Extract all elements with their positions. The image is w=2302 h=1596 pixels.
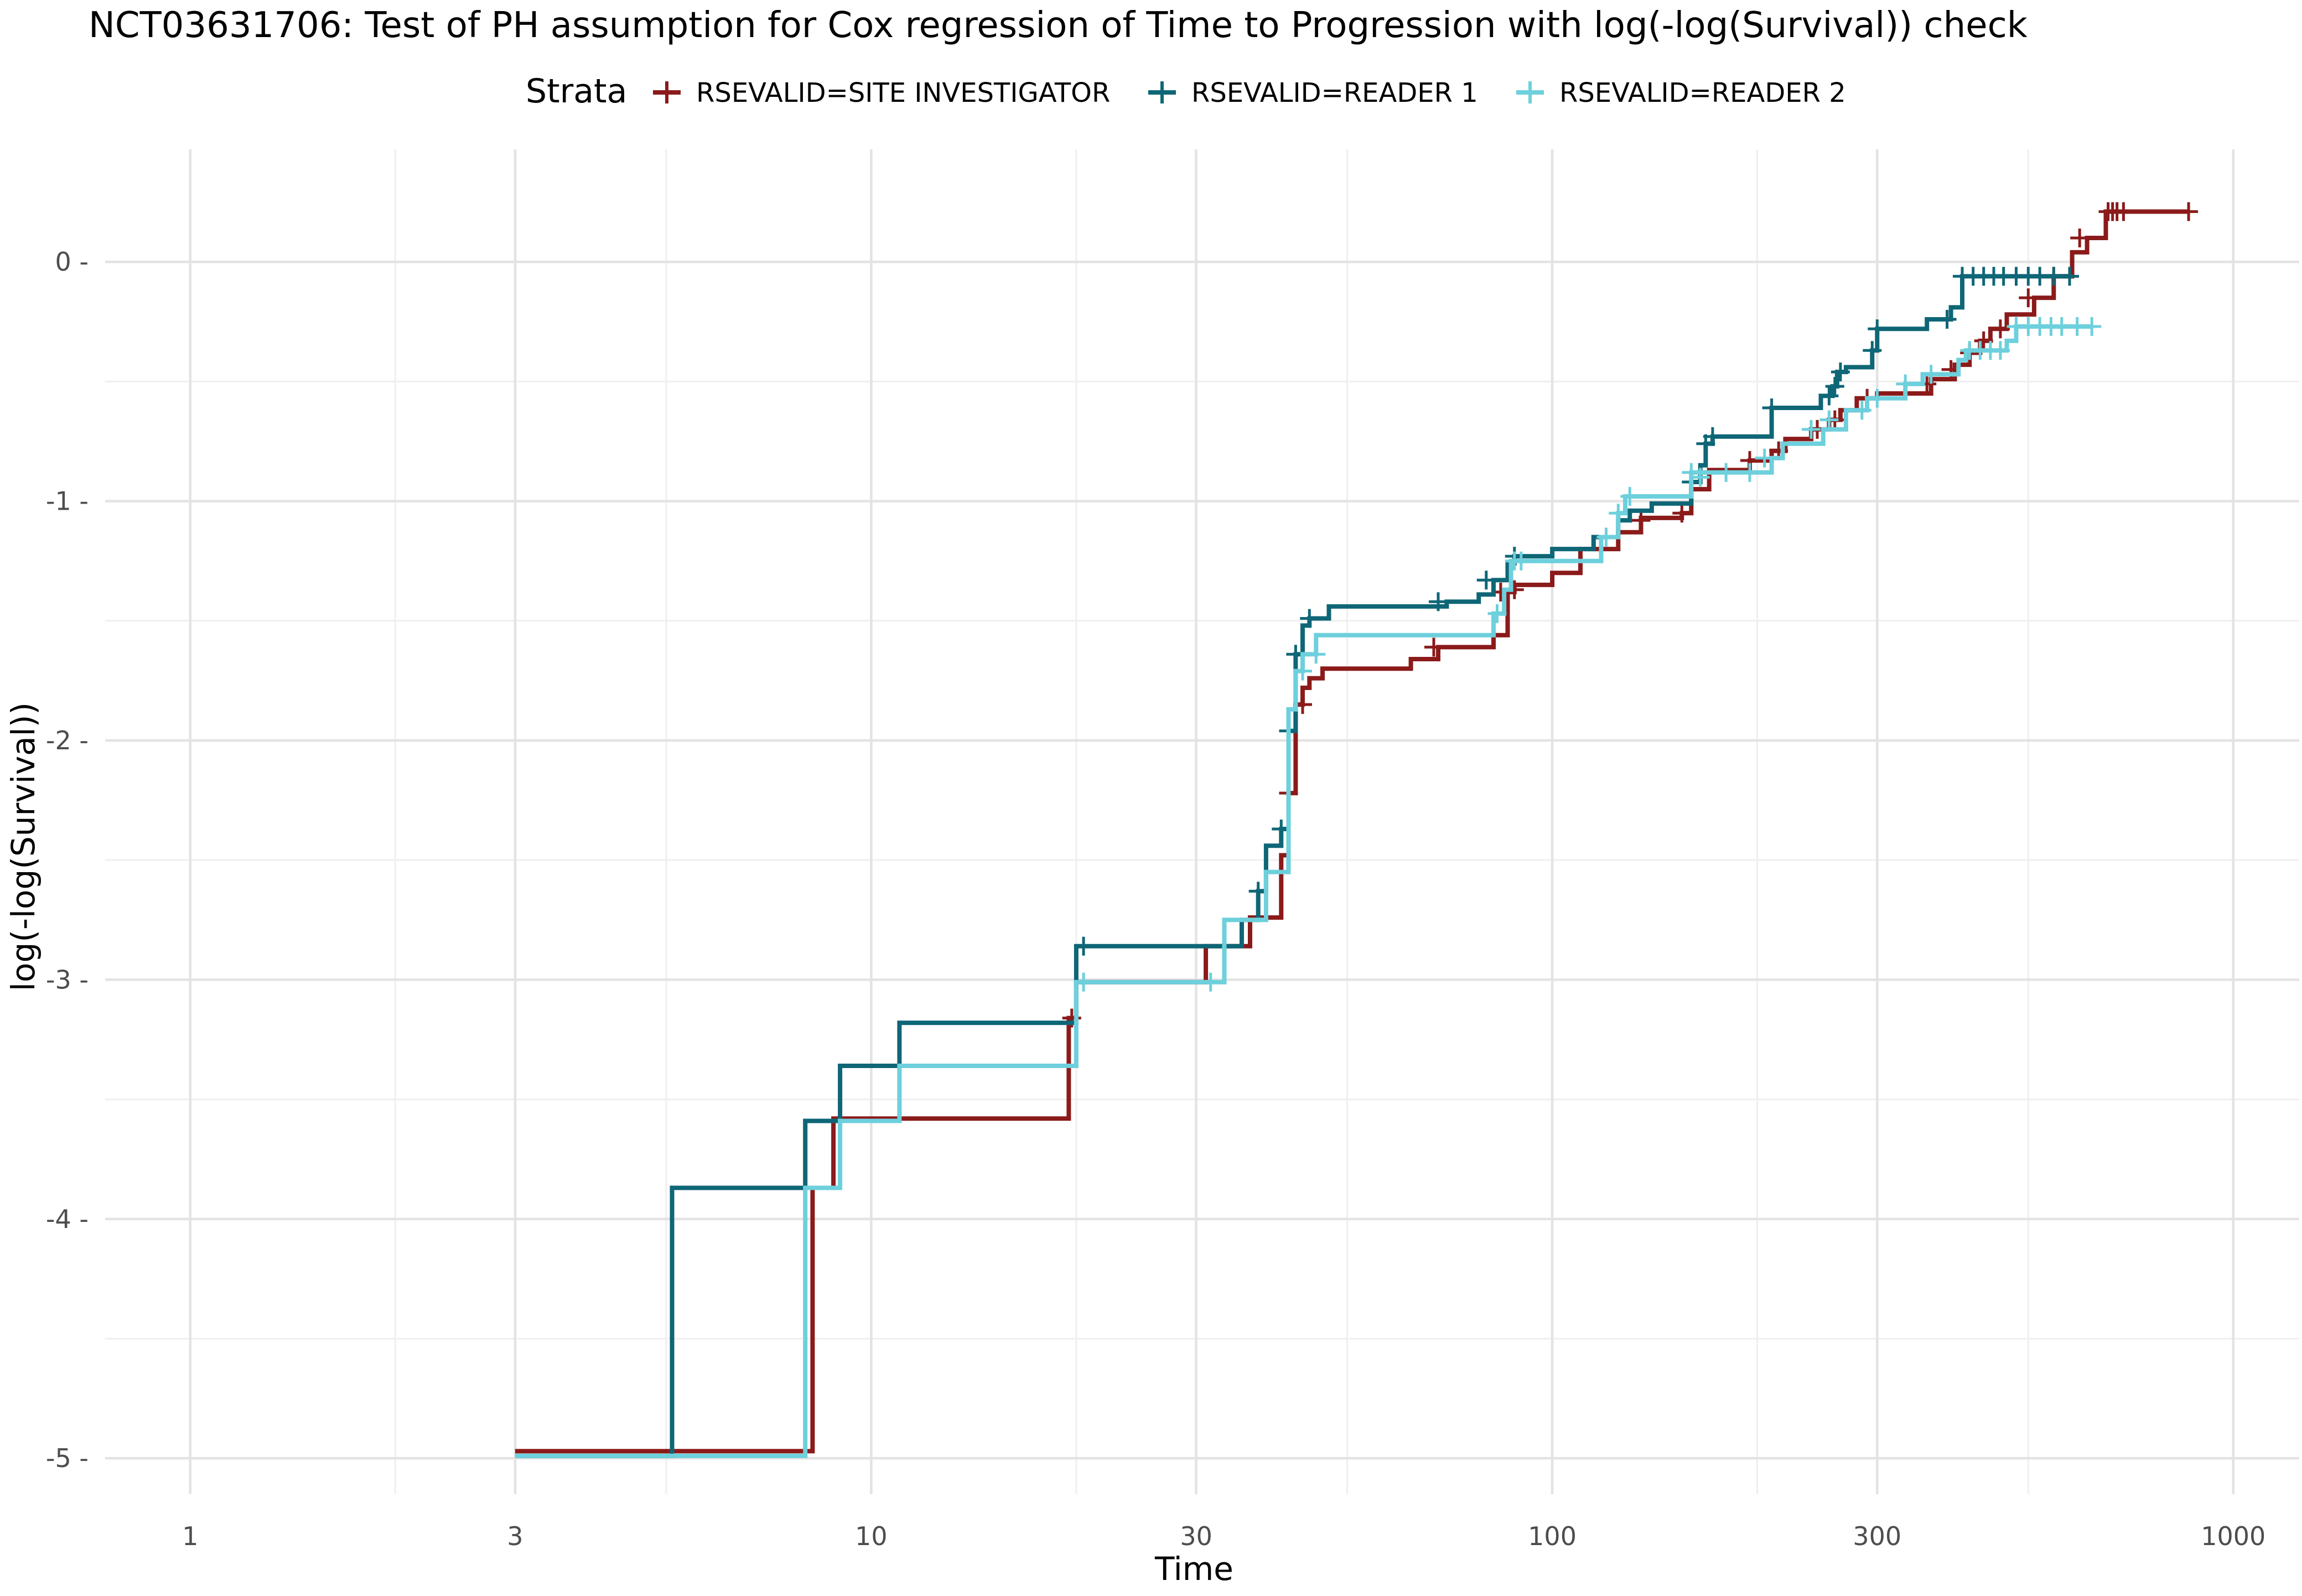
- legend-items: RSEVALID=SITE INVESTIGATOR RSEVALID=READE…: [653, 77, 1846, 108]
- censor-mark: [1825, 377, 1844, 396]
- censor-mark: [1819, 410, 1839, 429]
- y-tick-label: -1 -: [46, 486, 89, 516]
- legend-item: RSEVALID=SITE INVESTIGATOR: [653, 77, 1110, 108]
- censor-mark: [2060, 267, 2079, 286]
- series-3-group: [515, 317, 2102, 1458]
- censor-mark: [1672, 504, 1692, 523]
- x-tick-label: 30: [1180, 1521, 1212, 1551]
- censor-mark: [1762, 398, 1781, 417]
- censor-mark: [1424, 638, 1443, 657]
- censor-mark: [1896, 374, 1915, 393]
- censor-mark: [1074, 936, 1093, 956]
- censor-mark: [1802, 419, 1821, 439]
- series-layer: [515, 202, 2199, 1458]
- censor-mark: [1819, 386, 1839, 406]
- legend-item-label: RSEVALID=READER 1: [1191, 77, 1478, 108]
- censor-mark: [2044, 267, 2063, 286]
- y-tick-label: -4 -: [46, 1204, 89, 1234]
- legend-item: RSEVALID=READER 2: [1516, 77, 1846, 108]
- x-tick-label: 1: [182, 1521, 198, 1551]
- censor-mark: [1831, 362, 1850, 382]
- censor-mark: [1703, 427, 1722, 446]
- legend-item-label: RSEVALID=READER 2: [1559, 77, 1846, 108]
- censor-mark: [1293, 661, 1312, 681]
- grid-layer: [105, 149, 2299, 1494]
- censor-mark: [2114, 202, 2133, 221]
- censor-mark: [1609, 504, 1628, 523]
- censor-mark: [1755, 448, 1774, 468]
- censor-mark: [1990, 341, 2010, 360]
- x-tick-label: 3: [507, 1521, 523, 1551]
- axis-layer: 1 3 10 30 100 300 1000 -5 - -4 - -3 - -2 - -1 - 0 -: [46, 247, 2265, 1551]
- legend: Strata RSEVALID=SITE INVESTIGATOR RSEVALI…: [526, 72, 1846, 111]
- legend-item: RSEVALID=READER 1: [1148, 77, 1478, 108]
- censor-mark: [1682, 463, 1701, 482]
- censor-mark: [1852, 401, 1871, 420]
- censor-mark: [1921, 365, 1941, 384]
- censor-mark: [1487, 604, 1507, 623]
- legend-title: Strata: [526, 72, 627, 111]
- censor-mark: [1691, 468, 1710, 487]
- censor-mark: [1201, 972, 1220, 992]
- censor-mark: [2179, 202, 2199, 221]
- y-tick-label: 0 -: [55, 247, 89, 277]
- censor-mark: [1974, 331, 1993, 350]
- x-tick-label: 1000: [2201, 1521, 2265, 1551]
- censor-mark: [2070, 229, 2090, 247]
- y-tick-label: -2 -: [46, 726, 89, 755]
- censor-mark: [2082, 317, 2102, 336]
- censor-mark: [1863, 341, 1882, 360]
- censor-mark: [1429, 592, 1448, 612]
- legend-item-label: RSEVALID=SITE INVESTIGATOR: [696, 77, 1110, 108]
- censor-mark: [2019, 288, 2038, 308]
- x-tick-label: 100: [1528, 1521, 1577, 1551]
- censor-mark: [1306, 645, 1326, 664]
- censor-mark: [1620, 487, 1640, 506]
- censor-mark: [1937, 310, 1957, 329]
- y-axis-label: log(-log(Survival)): [4, 702, 42, 991]
- censor-mark: [1074, 972, 1093, 992]
- censor-mark: [1717, 463, 1736, 482]
- censor-mark: [1990, 319, 2010, 339]
- censor-mark: [1511, 551, 1531, 571]
- censor-mark: [1476, 571, 1496, 590]
- x-axis-label: Time: [1154, 1550, 1233, 1588]
- censor-mark: [1740, 463, 1759, 482]
- censor-mark: [1868, 388, 1887, 408]
- y-tick-label: -3 -: [46, 965, 89, 994]
- censor-mark: [1631, 511, 1651, 530]
- chart-title: NCT03631706: Test of PH assumption for C…: [89, 5, 2028, 46]
- censor-mark: [1868, 319, 1887, 339]
- censor-mark: [1300, 609, 1319, 628]
- x-tick-label: 10: [855, 1521, 888, 1551]
- censor-mark: [1596, 527, 1616, 547]
- y-tick-label: -5 -: [46, 1443, 89, 1473]
- x-tick-label: 300: [1853, 1521, 1901, 1551]
